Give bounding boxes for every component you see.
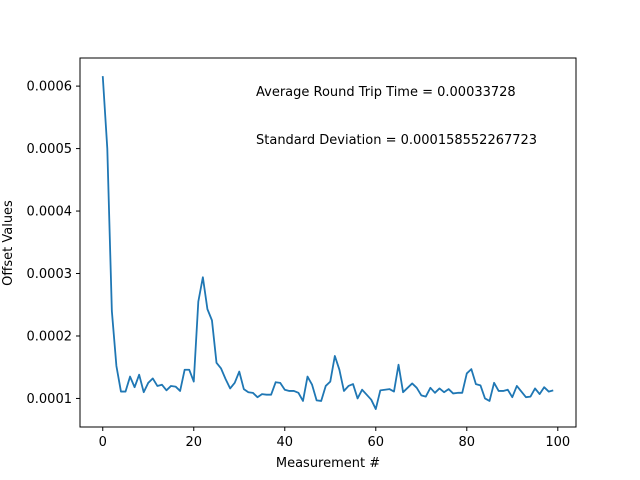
annotation-standard-deviation: Standard Deviation = 0.000158552267723 [256, 133, 537, 148]
y-axis-label: Offset Values [1, 200, 16, 286]
x-tick-label: 0 [99, 435, 107, 450]
y-tick-label: 0.0004 [27, 205, 73, 220]
y-tick-label: 0.0005 [27, 142, 73, 157]
plot-frame [79, 57, 577, 428]
x-axis: 0 20 40 60 80 100 [99, 427, 570, 450]
series-group [101, 76, 554, 410]
x-tick-label: 40 [276, 435, 293, 450]
x-tick-label: 60 [368, 435, 385, 450]
annotation-average-rtt: Average Round Trip Time = 0.00033728 [256, 85, 516, 100]
y-axis: 0.0001 0.0002 0.0003 0.0004 0.0005 0.0006 [27, 80, 80, 407]
x-tick-label: 80 [459, 435, 476, 450]
x-tick-label: 100 [545, 435, 570, 450]
y-tick-label: 0.0001 [27, 392, 73, 407]
x-tick-label: 20 [185, 435, 202, 450]
series-line-0 [101, 76, 554, 410]
y-tick-label: 0.0003 [27, 267, 73, 282]
y-tick-label: 0.0002 [27, 329, 73, 344]
x-axis-label: Measurement # [276, 456, 380, 471]
y-tick-label: 0.0006 [27, 80, 73, 95]
